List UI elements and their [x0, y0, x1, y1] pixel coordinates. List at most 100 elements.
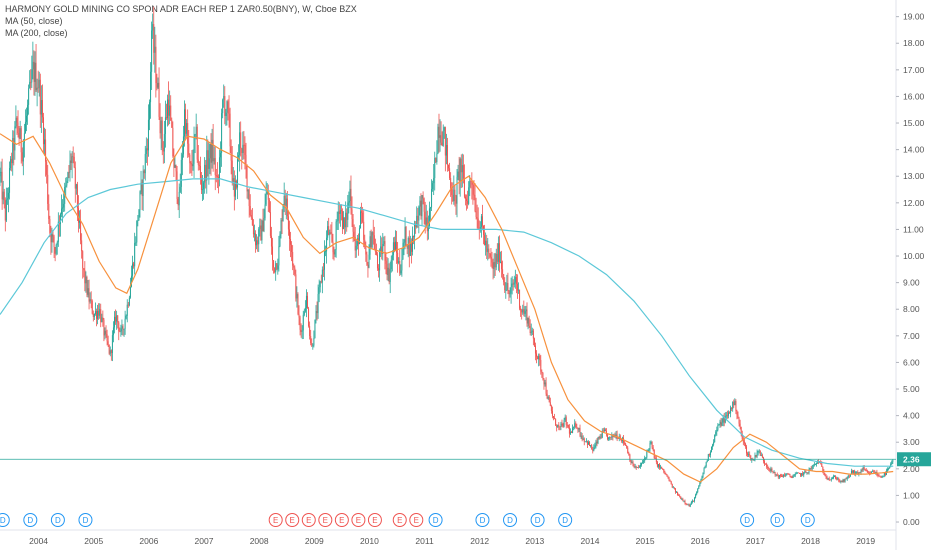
candle-body — [404, 226, 406, 243]
candle-body — [273, 260, 275, 268]
candle-body — [860, 470, 862, 473]
candle-body — [580, 435, 582, 437]
candle-body — [671, 484, 673, 488]
marker-letter: E — [323, 516, 328, 525]
candle-body — [367, 264, 369, 268]
candle-body — [9, 168, 11, 193]
candle-body — [752, 459, 754, 461]
dividend-marker[interactable]: D — [428, 513, 443, 527]
candle-body — [216, 175, 218, 177]
candle-body — [888, 468, 890, 470]
candle-body — [480, 216, 482, 227]
candle-body — [163, 133, 165, 152]
dividend-marker[interactable]: D — [23, 513, 38, 527]
candle-body — [300, 329, 302, 332]
dividend-marker[interactable]: D — [475, 513, 490, 527]
dividend-marker[interactable]: D — [558, 513, 573, 527]
candle-body — [466, 198, 468, 201]
candle-body — [801, 473, 803, 476]
y-tick-label: 6.00 — [903, 357, 920, 367]
candle-body — [354, 236, 356, 251]
candle-body — [13, 138, 15, 151]
marker-circle — [740, 513, 755, 527]
candle-body — [790, 476, 792, 478]
candle-body — [709, 452, 711, 455]
candle-body — [472, 184, 474, 195]
candle-body — [585, 440, 587, 442]
candle-body — [564, 417, 566, 420]
candle-body — [316, 311, 318, 314]
candle-body — [385, 260, 387, 264]
candle-body — [855, 472, 857, 475]
y-tick-label: 12.00 — [903, 198, 925, 208]
candle-body — [247, 189, 249, 192]
candle-body — [807, 472, 809, 474]
candle-body — [49, 219, 51, 233]
candle-body — [79, 220, 81, 223]
candle-body — [331, 233, 333, 242]
y-tick-label: 1.00 — [903, 490, 920, 500]
earnings-marker[interactable]: E — [268, 513, 283, 527]
candle-body — [530, 331, 532, 334]
candle-body — [5, 199, 7, 221]
ma50-line[interactable] — [0, 133, 894, 483]
dividend-marker[interactable]: D — [530, 513, 545, 527]
ma200-line[interactable] — [0, 178, 894, 467]
candle-body — [572, 427, 574, 433]
candle-body — [130, 275, 132, 287]
candle-body — [719, 421, 721, 425]
candle-body — [286, 198, 288, 217]
earnings-marker[interactable]: E — [334, 513, 349, 527]
dividend-marker[interactable]: D — [800, 513, 815, 527]
dividend-marker[interactable]: D — [78, 513, 93, 527]
dividend-marker[interactable]: D — [0, 513, 10, 527]
candle-body — [89, 299, 91, 302]
candle-body — [82, 251, 84, 269]
x-tick-label: 2008 — [250, 536, 269, 546]
candle-body — [492, 262, 494, 270]
dividend-marker[interactable]: D — [503, 513, 518, 527]
x-tick-label: 2019 — [856, 536, 875, 546]
earnings-marker[interactable]: E — [409, 513, 424, 527]
legend-symbol[interactable]: HARMONY GOLD MINING CO SPON ADR EACH REP… — [5, 4, 357, 14]
earnings-marker[interactable]: E — [367, 513, 382, 527]
candle-body — [677, 491, 679, 496]
candle-body — [755, 455, 757, 457]
candle-body — [563, 419, 565, 427]
earnings-marker[interactable]: E — [318, 513, 333, 527]
x-tick-label: 2007 — [195, 536, 214, 546]
dividend-marker[interactable]: D — [50, 513, 65, 527]
candle-body — [436, 153, 438, 163]
candle-body — [243, 144, 245, 146]
x-tick-label: 2009 — [305, 536, 324, 546]
dividend-marker[interactable]: D — [770, 513, 785, 527]
legend-ma200[interactable]: MA (200, close) — [5, 28, 68, 38]
x-tick-label: 2017 — [746, 536, 765, 546]
candle-body — [440, 135, 442, 143]
marker-circle — [0, 513, 10, 527]
candle-body — [170, 105, 172, 121]
candle-body — [6, 198, 8, 200]
legend-ma50[interactable]: MA (50, close) — [5, 16, 63, 26]
candle-body — [595, 441, 597, 446]
candle-body — [241, 148, 243, 154]
earnings-marker[interactable]: E — [392, 513, 407, 527]
earnings-marker[interactable]: E — [301, 513, 316, 527]
candle-body — [589, 442, 591, 446]
earnings-marker[interactable]: E — [285, 513, 300, 527]
marker-letter: D — [433, 516, 439, 525]
candle-body — [198, 164, 200, 166]
y-tick-label: 14.00 — [903, 145, 925, 155]
dividend-marker[interactable]: D — [740, 513, 755, 527]
candle-body — [22, 142, 24, 162]
candle-body — [382, 244, 384, 255]
candle-body — [53, 236, 55, 248]
candle-body — [375, 251, 377, 255]
candle-body — [370, 236, 372, 248]
candle-body — [867, 472, 869, 474]
earnings-marker[interactable]: E — [351, 513, 366, 527]
candle-body — [806, 472, 808, 474]
candle-body — [844, 478, 846, 482]
